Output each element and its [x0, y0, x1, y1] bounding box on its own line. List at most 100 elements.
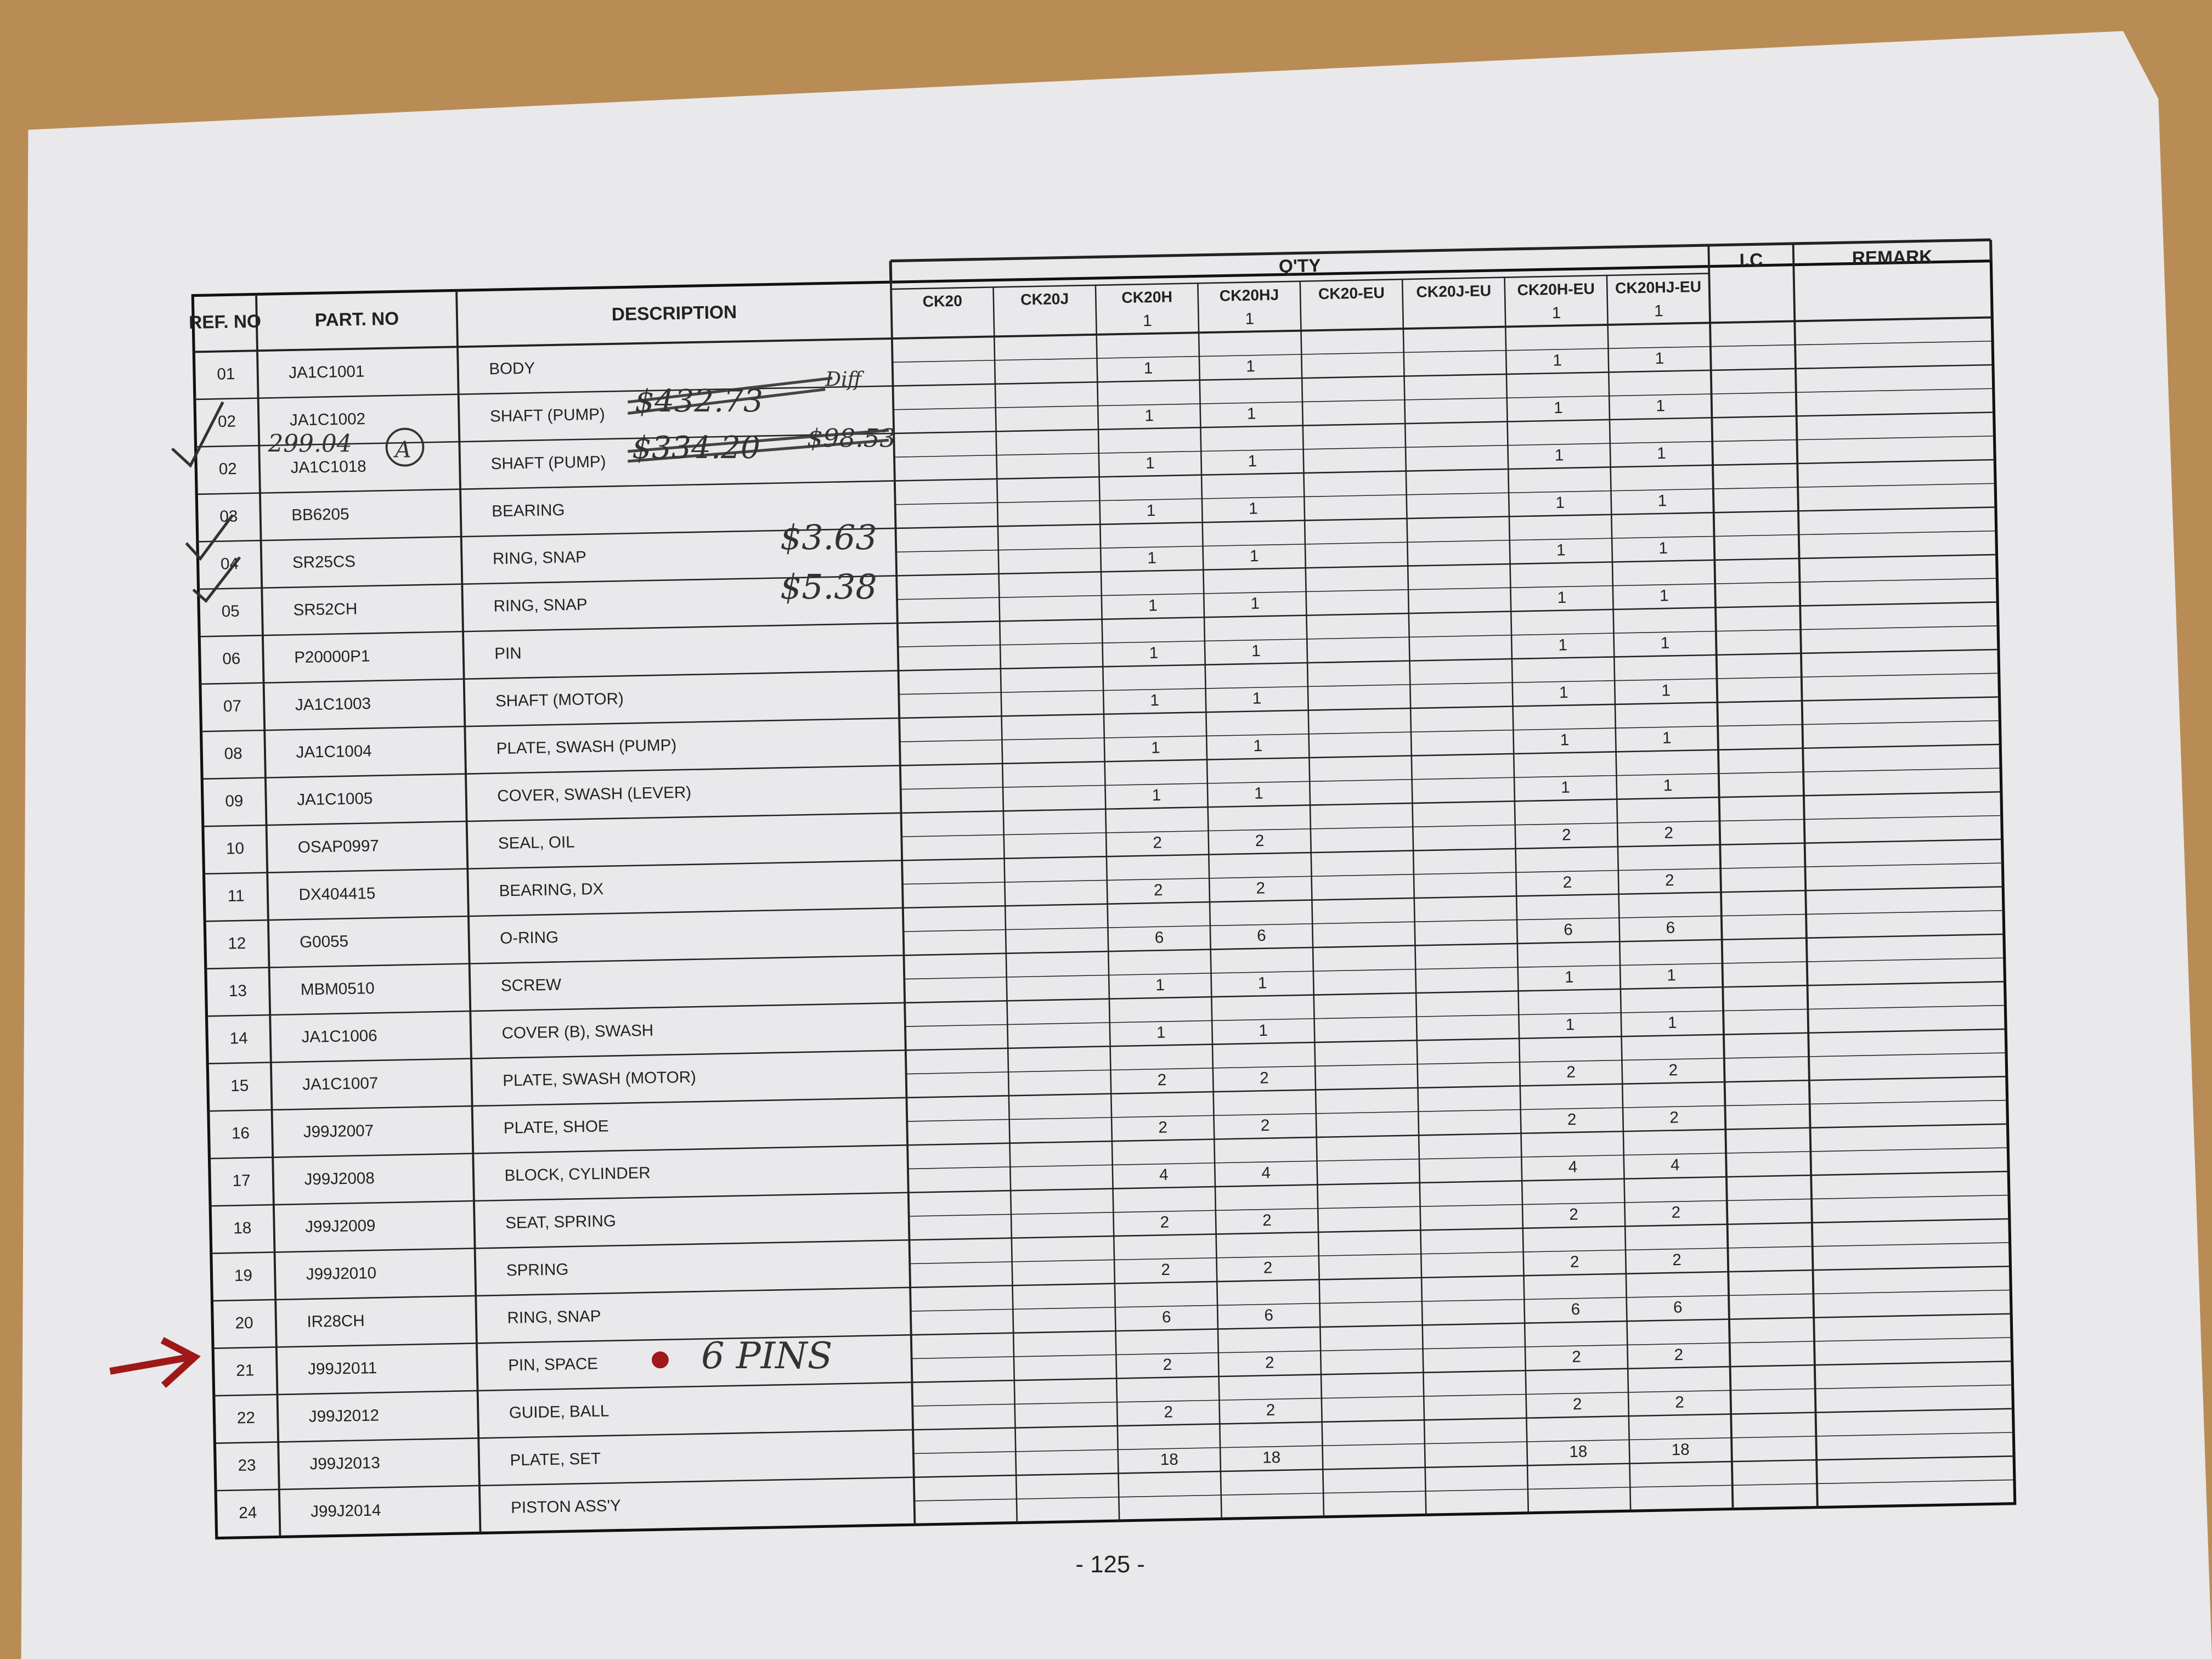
- part-no: DX404415: [298, 884, 375, 904]
- description: SEAL, OIL: [498, 833, 575, 853]
- rule: [899, 720, 2000, 742]
- rule: [1606, 275, 1632, 1511]
- ref-no: 16: [232, 1124, 250, 1143]
- part-no: J99J2011: [308, 1359, 377, 1378]
- qty-value: 1: [1551, 304, 1561, 322]
- ref-no: 08: [224, 744, 242, 763]
- checkmark: [192, 556, 241, 603]
- rule: [206, 981, 2005, 1017]
- ref-no: 07: [223, 697, 242, 716]
- qty-value: 6: [1162, 1308, 1171, 1326]
- qty-value: 2: [1163, 1356, 1172, 1374]
- qty-value: 1: [1660, 586, 1669, 605]
- description: PISTON ASS'Y: [511, 1497, 621, 1517]
- rule: [902, 862, 2003, 885]
- description: BLOCK, CYLINDER: [504, 1164, 651, 1184]
- qty-value: 1: [1556, 541, 1566, 559]
- part-no: SR25CS: [292, 552, 356, 572]
- qty-value: 1: [1156, 1023, 1166, 1041]
- description: PLATE, SET: [510, 1449, 601, 1469]
- qty-value: 18: [1160, 1451, 1179, 1469]
- qty-value: 2: [1672, 1251, 1681, 1269]
- qty-value: 1: [1662, 729, 1672, 747]
- description: GUIDE, BALL: [509, 1402, 610, 1421]
- qty-value: 1: [1248, 452, 1257, 470]
- qty-value: 1: [1667, 966, 1676, 984]
- qty-value: 1: [1149, 644, 1159, 662]
- qty-value: 1: [1554, 446, 1564, 464]
- qty-value: 2: [1562, 873, 1572, 891]
- rule: [201, 696, 2000, 732]
- rule: [896, 530, 1996, 552]
- handwritten-note: $432.73: [635, 383, 763, 419]
- qty-value: 1: [1253, 737, 1262, 755]
- qty-value: 1: [1565, 1015, 1575, 1034]
- description: SPRING: [506, 1260, 569, 1279]
- table-border: [191, 259, 2017, 1540]
- rule: [901, 815, 2002, 837]
- rule: [1299, 281, 1325, 1517]
- rule: [906, 1052, 2006, 1075]
- rule: [889, 261, 916, 1525]
- qty-value: 1: [1155, 976, 1165, 994]
- parts-table: REF. NO PART. NO DESCRIPTION Q'TY I.C REMARK C…: [189, 238, 2017, 1540]
- qty-header: CK20H-EU: [1517, 280, 1595, 299]
- handwriting: $432.73 Diff 299.04 A $334.20 $98.53 $3.63 $5.3…: [109, 368, 896, 1388]
- description: SHAFT (MOTOR): [495, 690, 624, 710]
- qty-value: 6: [1564, 921, 1573, 939]
- rule: [1792, 243, 1819, 1508]
- qty-value: 1: [1661, 681, 1671, 699]
- rule: [897, 578, 1997, 600]
- rule: [211, 1218, 2010, 1254]
- rule: [895, 483, 1996, 505]
- rule: [1197, 283, 1222, 1519]
- rule: [255, 294, 281, 1537]
- description: BEARING: [492, 501, 565, 521]
- handwritten-note: Diff: [825, 368, 864, 391]
- qty-value: 2: [1161, 1261, 1170, 1279]
- column-header: DESCRIPTION: [611, 302, 737, 325]
- qty-value: 2: [1266, 1401, 1275, 1419]
- ref-no: 24: [239, 1504, 257, 1522]
- qty-title: Q'TY: [1279, 256, 1321, 276]
- part-no: J99J2014: [311, 1501, 381, 1520]
- ref-no: 12: [228, 934, 246, 953]
- qty-value: 1: [1146, 454, 1155, 472]
- rule: [1504, 277, 1530, 1513]
- qty-value: 1: [1656, 397, 1665, 415]
- description: BEARING, DX: [499, 880, 603, 900]
- column-header: PART. NO: [314, 309, 399, 331]
- rule: [907, 1147, 2008, 1170]
- strike-through: [627, 376, 889, 463]
- description: BODY: [489, 359, 535, 379]
- qty-value: 1: [1555, 494, 1565, 512]
- ref-no: 21: [236, 1361, 255, 1380]
- ref-no: 23: [238, 1456, 256, 1475]
- description: PIN: [494, 644, 522, 663]
- rule: [992, 287, 1018, 1523]
- qty-value: 1: [1553, 351, 1562, 369]
- part-no: J99J2012: [309, 1406, 380, 1425]
- rule: [1401, 279, 1427, 1515]
- qty-value: 1: [1559, 684, 1568, 702]
- rule: [197, 506, 1996, 543]
- qty-value: 1: [1147, 501, 1156, 520]
- qty-value: 4: [1159, 1166, 1169, 1184]
- qty-value: 2: [1154, 881, 1163, 899]
- qty-value: 1: [1250, 547, 1259, 565]
- qty-value: 2: [1153, 833, 1162, 851]
- handwritten-note: $3.63: [780, 518, 877, 557]
- rule: [196, 459, 1995, 495]
- qty-value: 2: [1674, 1346, 1683, 1364]
- qty-value: 1: [1565, 968, 1574, 986]
- qty-value: 6: [1571, 1300, 1580, 1318]
- qty-value: 1: [1554, 399, 1563, 417]
- qty-value: 1: [1658, 539, 1668, 557]
- column-header: REF. NO: [189, 311, 261, 333]
- qty-value: 2: [1261, 1116, 1270, 1135]
- rule: [900, 768, 2001, 790]
- handwritten-note: $334.20: [632, 430, 760, 466]
- rule: [910, 1242, 2010, 1265]
- description: PLATE, SWASH (MOTOR): [503, 1068, 696, 1090]
